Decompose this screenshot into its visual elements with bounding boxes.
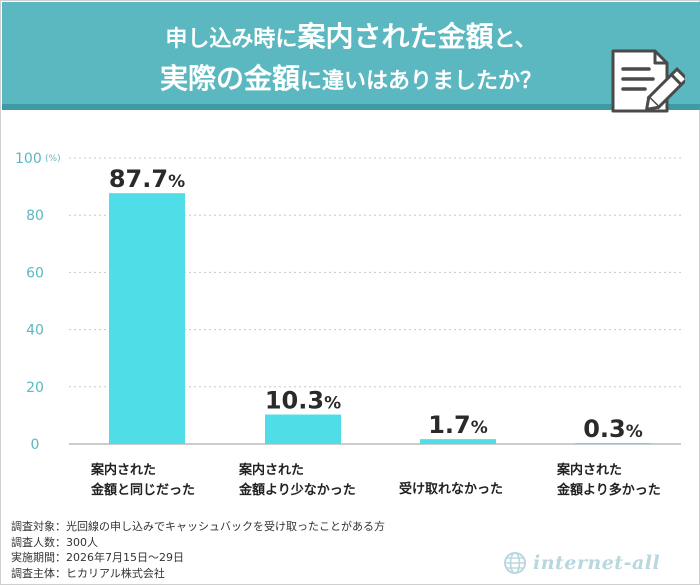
bar-4 [575,443,651,445]
title-emphasis: 実際の金額 [159,62,300,95]
category-label-line: 案内された [91,463,157,478]
brand-logo: internet-all [503,549,660,577]
document-pencil-icon [611,49,685,113]
title-part: と、 [493,27,537,52]
value-unit: % [324,394,341,414]
y-tick-label: 0 [31,437,40,453]
category-label-line: 案内された [239,463,305,478]
footnote-organizer: 調査主体：ヒカリアル株式会社 [11,566,165,580]
footnote-period: 実施期間：2026年7月15日～29日 [11,551,184,564]
page-title: 申し込み時に案内された金額と、 実際の金額に違いはありましたか？ [2,18,700,102]
category-label-line: 案内された [557,463,623,478]
category-label-3: 受け取れなかった [399,480,503,500]
value-unit: % [168,172,185,192]
bar-3 [420,439,496,444]
title-line-2: 実際の金額に違いはありましたか？ [2,60,700,102]
y-tick-label: 40 [26,323,44,339]
value-label-4: 0.3% [583,415,643,443]
bar-1 [109,193,185,444]
y-unit-label: (%) [45,154,61,164]
survey-footnote: 調査対象：光回線の申し込みでキャッシュバックを受け取ったことがある方 調査人数：… [11,519,385,581]
header-banner: 申し込み時に案内された金額と、 実際の金額に違いはありましたか？ [2,2,700,110]
value-number: 87.7 [109,165,168,193]
category-label-line: 金額より少なかった [239,483,356,498]
y-tick-label: 60 [26,265,44,281]
value-label-2: 10.3% [265,387,341,415]
value-label-1: 87.7% [109,165,185,193]
header-stripe [2,104,700,110]
value-number: 1.7 [428,411,471,439]
category-label-line: 受け取れなかった [399,482,504,497]
y-tick-label: 80 [26,208,44,224]
title-part: に違いはありましたか？ [300,69,543,94]
title-line-1: 申し込み時に案内された金額と、 [2,18,700,60]
title-part: 申し込み時に [165,27,298,52]
value-unit: % [626,422,643,442]
category-label-line: 金額より多かった [557,483,661,498]
category-label-line: 金額と同じだった [91,483,196,498]
category-label-1: 案内された金額と同じだった [91,461,195,501]
globe-icon [504,552,526,574]
value-label-3: 1.7% [428,411,488,439]
value-unit: % [471,418,488,438]
footnote-count: 調査人数：300人 [11,535,98,549]
value-number: 0.3 [583,415,626,443]
y-tick-label: 100 [15,151,42,167]
y-tick-label: 20 [26,380,44,396]
title-emphasis: 案内された金額 [297,20,494,53]
brand-name: internet-all [533,552,661,574]
value-number: 10.3 [265,387,324,415]
category-label-4: 案内された金額より多かった [557,461,661,501]
footnote-target: 調査対象：光回線の申し込みでキャッシュバックを受け取ったことがある方 [11,520,385,533]
bar-2 [265,414,341,444]
category-label-2: 案内された金額より少なかった [239,461,356,501]
